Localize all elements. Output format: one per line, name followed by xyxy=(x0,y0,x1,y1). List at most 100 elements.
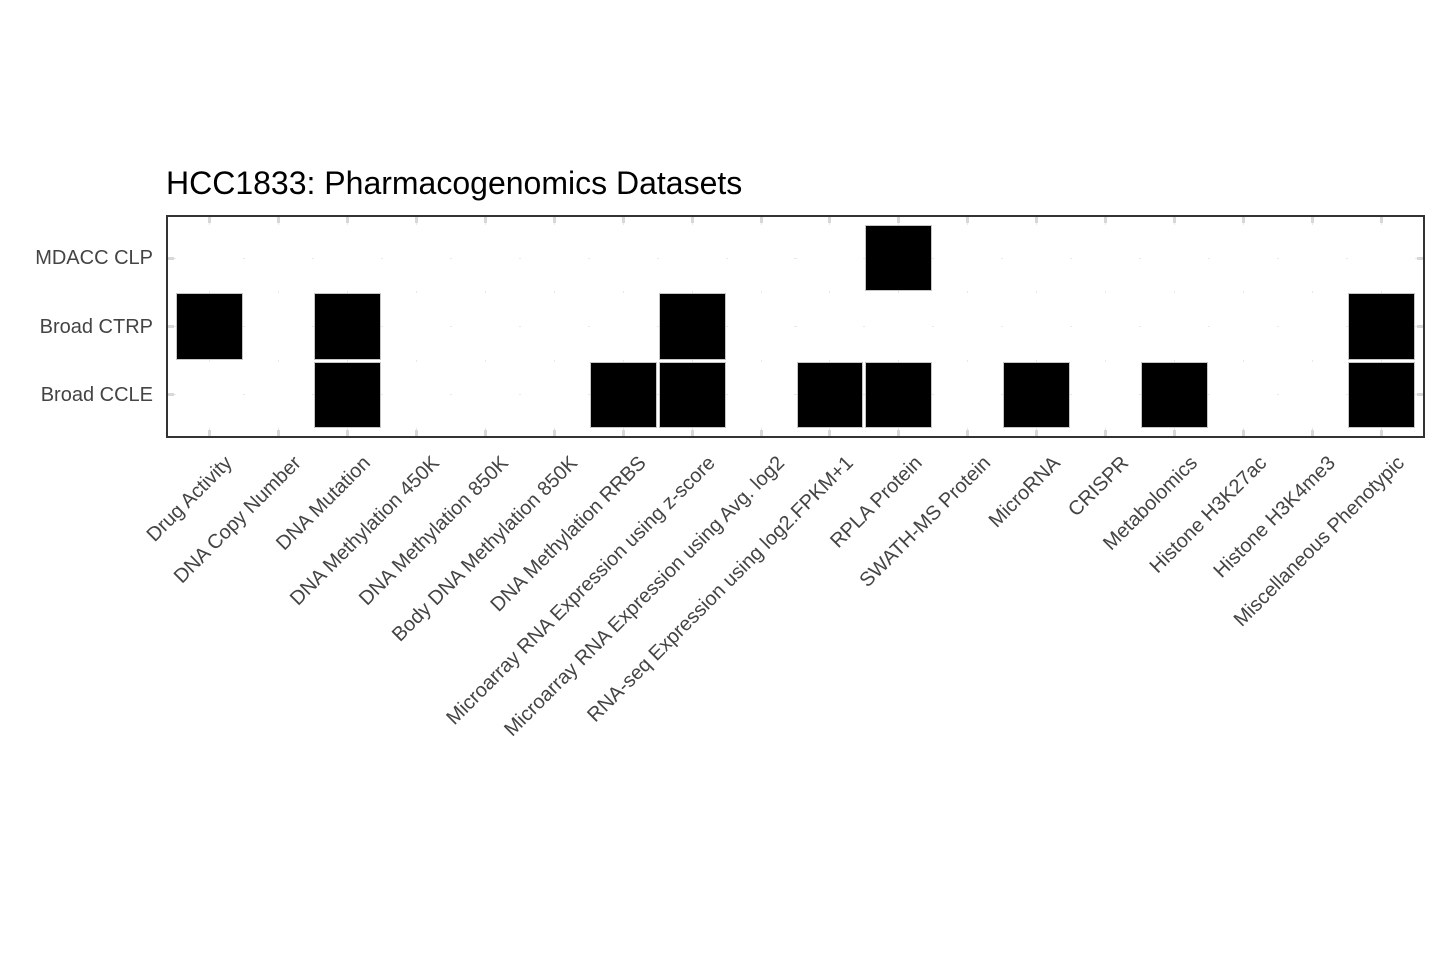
heatmap-cell-absent xyxy=(382,224,450,292)
row-gridline xyxy=(168,257,1423,259)
y-tick-right xyxy=(1417,256,1423,260)
heatmap-cell-absent xyxy=(934,293,1002,360)
y-tick-left xyxy=(168,256,174,260)
heatmap-cell-present xyxy=(865,361,933,429)
x-tick-bottom xyxy=(759,430,763,436)
heatmap-cell-present xyxy=(658,361,726,429)
heatmap-cell-absent xyxy=(865,293,933,360)
heatmap-cell-absent xyxy=(1348,224,1416,292)
x-tick-bottom xyxy=(345,430,349,436)
x-tick-bottom xyxy=(690,430,694,436)
chart-title: HCC1833: Pharmacogenomics Datasets xyxy=(166,165,743,201)
heatmap-cell-absent xyxy=(1279,293,1347,360)
y-tick-left xyxy=(168,393,174,397)
x-tick-bottom xyxy=(1035,430,1039,436)
heatmap-cell-present xyxy=(589,361,657,429)
x-tick-bottom xyxy=(1242,430,1246,436)
x-tick-top xyxy=(966,217,970,223)
heatmap-cell-absent xyxy=(1072,224,1140,292)
x-tick-bottom xyxy=(1104,430,1108,436)
heatmap-cell-absent xyxy=(313,224,381,292)
heatmap-cell-absent xyxy=(520,361,588,429)
x-tick-top xyxy=(483,217,487,223)
row-gridline xyxy=(168,326,1423,327)
heatmap-cell-absent xyxy=(1141,293,1209,360)
heatmap-cell-present xyxy=(796,361,864,429)
heatmap-cell-absent xyxy=(244,293,312,360)
x-tick-top xyxy=(897,217,901,223)
heatmap-cell-absent xyxy=(1003,293,1071,360)
heatmap-cell-present xyxy=(313,361,381,429)
x-axis-label: Histone H3K27ac xyxy=(1145,452,1272,578)
heatmap-cell-absent xyxy=(175,361,243,429)
heatmap-cell-present xyxy=(658,293,726,360)
x-tick-top xyxy=(552,217,556,223)
heatmap-cell-absent xyxy=(1072,293,1140,360)
heatmap-cell-absent xyxy=(520,224,588,292)
x-tick-top xyxy=(1311,217,1315,223)
x-axis-label: CRISPR xyxy=(1064,452,1134,521)
heatmap-cell-absent xyxy=(727,361,795,429)
heatmap-cell-absent xyxy=(1279,361,1347,429)
y-axis-label: MDACC CLP xyxy=(35,247,153,270)
x-tick-bottom xyxy=(483,430,487,436)
heatmap-cell-present xyxy=(175,293,243,360)
x-tick-top xyxy=(1380,217,1384,223)
x-tick-top xyxy=(276,217,280,223)
y-tick-right xyxy=(1417,393,1423,397)
x-tick-top xyxy=(759,217,763,223)
x-tick-bottom xyxy=(552,430,556,436)
heatmap-cell-absent xyxy=(934,361,1002,429)
heatmap-cell-absent xyxy=(727,224,795,292)
heatmap-cell-absent xyxy=(1210,293,1278,360)
x-tick-bottom xyxy=(966,430,970,436)
x-tick-top xyxy=(1242,217,1246,223)
x-tick-top xyxy=(414,217,418,223)
x-axis-label: SWATH-MS Protein xyxy=(855,452,996,592)
y-tick-left xyxy=(168,325,174,328)
x-tick-top xyxy=(207,217,211,223)
heatmap-cell-absent xyxy=(1210,361,1278,429)
heatmap-cell-absent xyxy=(451,361,519,429)
heatmap-cell-absent xyxy=(1072,361,1140,429)
x-axis-label: DNA Copy Number xyxy=(170,452,306,588)
x-tick-top xyxy=(345,217,349,223)
heatmap-cell-absent xyxy=(727,293,795,360)
heatmap-cell-absent xyxy=(244,361,312,429)
plot-panel xyxy=(166,215,1425,438)
heatmap-cell-present xyxy=(865,224,933,292)
heatmap-cell-absent xyxy=(1279,224,1347,292)
heatmap-cell-absent xyxy=(796,293,864,360)
x-tick-bottom xyxy=(1380,430,1384,436)
heatmap-cell-present xyxy=(1003,361,1071,429)
heatmap-cell-absent xyxy=(520,293,588,360)
x-tick-bottom xyxy=(276,430,280,436)
heatmap-cell-absent xyxy=(1003,224,1071,292)
heatmap-cell-absent xyxy=(1141,224,1209,292)
y-axis-label: Broad CTRP xyxy=(39,315,153,338)
heatmap-cell-present xyxy=(313,293,381,360)
heatmap-cell-absent xyxy=(382,361,450,429)
heatmap-cell-present xyxy=(1348,293,1416,360)
heatmap-cell-absent xyxy=(658,224,726,292)
heatmap-cell-absent xyxy=(175,224,243,292)
heatmap-cell-absent xyxy=(382,293,450,360)
heatmap-cell-absent xyxy=(589,224,657,292)
x-tick-bottom xyxy=(414,430,418,436)
heatmap-cell-present xyxy=(1348,361,1416,429)
heatmap-cell-absent xyxy=(451,293,519,360)
heatmap-cell-absent xyxy=(796,224,864,292)
heatmap-cell-absent xyxy=(1210,224,1278,292)
x-tick-top xyxy=(690,217,694,223)
heatmap-cell-present xyxy=(1141,361,1209,429)
heatmap-cell-absent xyxy=(589,293,657,360)
row-gridline xyxy=(168,394,1423,396)
heatmap-cell-absent xyxy=(451,224,519,292)
x-axis-label: MicroRNA xyxy=(984,452,1065,532)
x-tick-bottom xyxy=(1311,430,1315,436)
heatmap-cell-absent xyxy=(934,224,1002,292)
x-tick-bottom xyxy=(621,430,625,436)
x-tick-top xyxy=(1173,217,1177,223)
x-tick-bottom xyxy=(897,430,901,436)
